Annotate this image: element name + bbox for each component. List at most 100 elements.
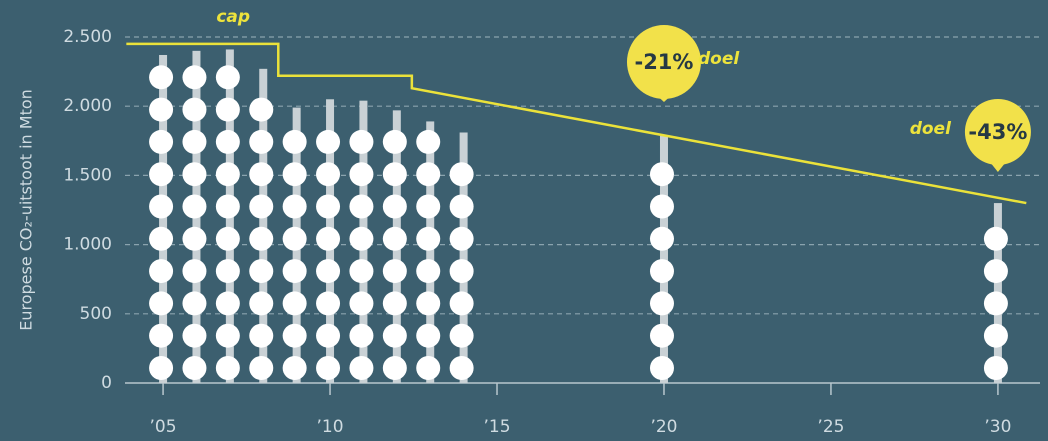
bar	[459, 132, 468, 383]
dot	[316, 226, 341, 251]
dot	[349, 162, 374, 187]
dot	[182, 259, 207, 284]
dot	[182, 226, 207, 251]
dot	[349, 194, 374, 219]
dot	[983, 356, 1008, 380]
dot	[649, 194, 674, 219]
dot	[382, 226, 407, 251]
dot	[215, 65, 240, 90]
dot	[382, 356, 407, 380]
dot	[349, 323, 374, 348]
dot	[983, 291, 1008, 316]
dot	[983, 226, 1008, 251]
dot	[316, 356, 341, 380]
dot	[215, 259, 240, 284]
dot	[282, 129, 307, 154]
x-tick-label: ’25	[817, 417, 844, 437]
dot	[249, 323, 274, 348]
y-tick-label: 500	[80, 304, 112, 324]
dot	[382, 194, 407, 219]
bar	[259, 68, 268, 383]
dot	[316, 129, 341, 154]
y-tick-label: 2.000	[63, 96, 112, 116]
dot	[149, 129, 174, 154]
dot	[182, 291, 207, 316]
dot	[282, 259, 307, 284]
bubble	[964, 99, 1031, 165]
dot	[449, 226, 474, 251]
dot	[149, 194, 174, 219]
dot	[382, 323, 407, 348]
dot	[149, 226, 174, 251]
dot	[149, 162, 174, 187]
dot	[649, 259, 674, 284]
dot	[416, 323, 441, 348]
dot	[649, 226, 674, 251]
dot	[215, 323, 240, 348]
dot	[182, 356, 207, 380]
dot	[149, 259, 174, 284]
dot	[349, 291, 374, 316]
dot	[449, 291, 474, 316]
dot	[382, 129, 407, 154]
dot	[382, 162, 407, 187]
dot	[416, 226, 441, 251]
dot	[282, 226, 307, 251]
dot	[382, 259, 407, 284]
y-tick-label: 1.000	[63, 235, 112, 255]
dot	[149, 356, 174, 380]
dot	[416, 194, 441, 219]
dot	[449, 162, 474, 187]
goal-label: doel	[910, 119, 952, 139]
dot	[249, 259, 274, 284]
dot	[215, 291, 240, 316]
x-tick-label: ’20	[650, 417, 677, 437]
dot	[249, 194, 274, 219]
dot	[382, 291, 407, 316]
dot	[282, 194, 307, 219]
cap-label: cap	[216, 7, 250, 27]
dot	[416, 356, 441, 380]
dot	[215, 356, 240, 380]
dot	[215, 162, 240, 187]
dot	[149, 323, 174, 348]
y-tick-label: 0	[101, 373, 112, 393]
x-tick-label: ’05	[150, 417, 177, 437]
goal-label: doel	[698, 49, 740, 69]
dot	[349, 226, 374, 251]
dot	[316, 162, 341, 187]
dot	[149, 65, 174, 90]
bubble-text: -21%	[634, 50, 693, 74]
dot	[449, 194, 474, 219]
dot	[282, 162, 307, 187]
dot	[349, 259, 374, 284]
x-tick-label: ’10	[317, 417, 344, 437]
dot	[449, 259, 474, 284]
dot	[416, 291, 441, 316]
dot	[215, 129, 240, 154]
dot	[282, 356, 307, 380]
dot	[649, 162, 674, 187]
dot	[182, 194, 207, 219]
dot	[249, 97, 274, 122]
dot	[983, 259, 1008, 284]
dot	[215, 226, 240, 251]
dot	[416, 162, 441, 187]
dot	[182, 65, 207, 90]
dot	[649, 323, 674, 348]
dot	[416, 129, 441, 154]
dot	[649, 291, 674, 316]
dot	[282, 323, 307, 348]
dot	[282, 291, 307, 316]
bubble-text: -43%	[968, 120, 1027, 144]
cap-line	[126, 42, 1027, 205]
dot	[215, 97, 240, 122]
dot	[316, 259, 341, 284]
dot	[249, 226, 274, 251]
bubble	[626, 25, 701, 99]
dot	[983, 323, 1008, 348]
y-axis-title: Europese CO₂-uitstoot in Mton	[17, 89, 36, 331]
dot	[316, 194, 341, 219]
dot	[316, 323, 341, 348]
